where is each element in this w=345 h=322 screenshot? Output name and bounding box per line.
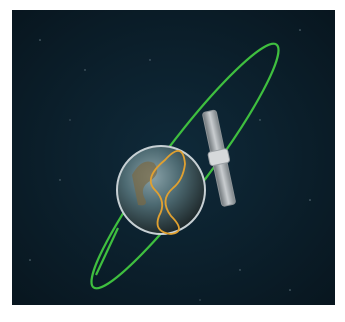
continent (132, 161, 158, 206)
stars (29, 29, 311, 301)
satellite (202, 109, 236, 207)
earth (116, 145, 206, 235)
ground-track (149, 150, 186, 235)
orbit-front (95, 227, 119, 276)
satellite-body (207, 148, 230, 167)
